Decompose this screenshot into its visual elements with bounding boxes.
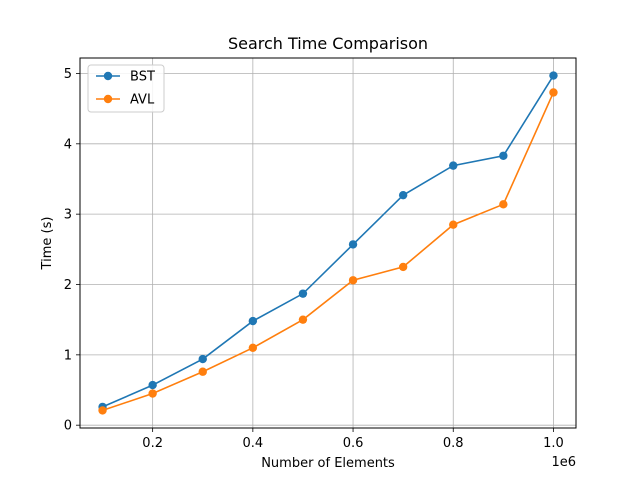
y-tick-label: 2: [64, 278, 72, 293]
bst-point: [298, 289, 308, 298]
avl-point: [298, 315, 308, 324]
y-tick-label: 3: [64, 208, 72, 223]
y-tick-label: 1: [64, 348, 72, 363]
bst-point: [248, 316, 258, 326]
x-axis-ticks: 0.2 0.4 0.6 0.8 1.0: [142, 428, 564, 451]
x-axis-label: Number of Elements: [261, 456, 395, 471]
avl-point: [449, 220, 458, 229]
legend-bst-marker: [103, 71, 113, 81]
bst-point: [549, 71, 558, 80]
x-axis-offset-label: 1e6: [551, 455, 576, 470]
x-tick-label: 0.4: [243, 436, 264, 451]
series-layer: [98, 71, 558, 415]
legend: BST AVL: [87, 64, 165, 113]
avl-point: [499, 200, 508, 209]
y-axis-label: Time (s): [40, 217, 55, 271]
plot-frame: [79, 57, 577, 429]
bst-point: [398, 190, 408, 200]
avl-line: [102, 92, 555, 412]
chart-title: Search Time Comparison: [228, 34, 428, 53]
avl-point: [198, 367, 207, 376]
bst-point: [148, 380, 157, 390]
avl-point: [398, 262, 408, 272]
x-tick-label: 0.2: [142, 436, 163, 451]
y-tick-label: 5: [64, 67, 72, 82]
bst-point: [198, 354, 207, 364]
legend-avl-marker: [103, 94, 113, 104]
avl-point: [148, 389, 157, 398]
x-tick-label: 0.8: [443, 436, 464, 451]
y-tick-label: 0: [64, 419, 72, 434]
bst-point: [449, 161, 458, 170]
legend-avl-label: AVL: [130, 93, 155, 108]
bst-point: [499, 151, 508, 160]
bst-point: [348, 240, 358, 249]
y-axis-ticks: 0 1 2 3 4 5: [64, 67, 80, 434]
avl-point: [348, 276, 358, 285]
avl-point: [549, 88, 558, 97]
x-tick-label: 0.6: [343, 436, 364, 451]
series-avl: [98, 88, 558, 415]
legend-bst-label: BST: [130, 70, 155, 85]
bst-line: [102, 75, 555, 408]
avl-point: [248, 343, 258, 353]
avl-point: [98, 406, 107, 415]
grid: [80, 58, 576, 428]
y-tick-label: 4: [64, 137, 72, 152]
x-tick-label: 1.0: [543, 436, 564, 451]
series-bst: [98, 71, 558, 412]
